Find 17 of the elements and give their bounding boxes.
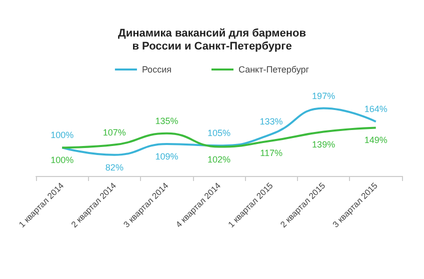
data-label: 105% — [207, 128, 231, 138]
legend-label: Санкт-Петербург — [238, 64, 310, 74]
data-label: 100% — [50, 130, 74, 140]
data-label: 135% — [155, 116, 178, 126]
data-label: 102% — [207, 154, 231, 164]
data-label: 117% — [260, 148, 282, 158]
data-label: 100% — [50, 155, 74, 166]
data-label: 197% — [312, 90, 336, 101]
chart-title: Динамика вакансий для барменов в России и Санкт-Петербурге — [118, 28, 306, 52]
data-label: 139% — [312, 139, 336, 150]
data-label: 109% — [155, 151, 178, 162]
data-label: 133% — [260, 116, 283, 127]
data-label: 107% — [102, 127, 126, 138]
legend-label: Россия — [142, 64, 172, 74]
data-label: 82% — [105, 162, 124, 172]
data-label: 164% — [364, 104, 388, 114]
data-label: 149% — [364, 135, 388, 146]
